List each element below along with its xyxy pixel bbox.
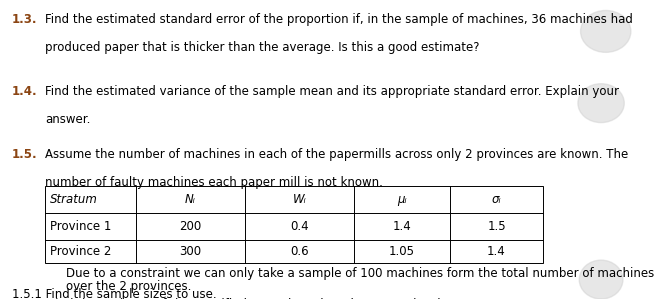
Text: 1.3.: 1.3. [12,13,38,26]
Ellipse shape [581,10,631,52]
Text: 1.5.: 1.5. [12,148,38,161]
Text: 1.5: 1.5 [487,220,506,233]
Text: 0.6: 0.6 [290,245,309,258]
Text: 1.4.: 1.4. [12,85,38,98]
Text: 1.4: 1.4 [393,220,412,233]
Text: Assume the number of machines in each of the papermills across only 2 provinces : Assume the number of machines in each of… [45,148,628,161]
Text: 1.5.2. Find the variance of the stratified mean based on the constraint that n: 1.5.2. Find the variance of the stratifi… [12,298,468,299]
Text: Due to a constraint we can only take a sample of 100 machines form the total num: Due to a constraint we can only take a s… [66,267,655,280]
Ellipse shape [579,260,623,299]
Text: 1.5.1 Find the sample sizes to use.: 1.5.1 Find the sample sizes to use. [12,288,216,299]
Bar [45,186,543,263]
Text: = 100.: = 100. [508,298,552,299]
Text: μᵢ: μᵢ [397,193,407,206]
Text: answer.: answer. [45,113,91,126]
Text: Province 2: Province 2 [50,245,112,258]
Text: Province 1: Province 1 [50,220,112,233]
Text: 200: 200 [179,220,201,233]
Text: 1.05: 1.05 [389,245,415,258]
Text: over the 2 provinces.: over the 2 provinces. [66,280,191,292]
Text: Nᵢ: Nᵢ [185,193,196,206]
Text: number of faulty machines each paper mill is not known.: number of faulty machines each paper mil… [45,176,383,188]
Text: Find the estimated variance of the sample mean and its appropriate standard erro: Find the estimated variance of the sampl… [45,85,619,98]
Text: Wᵢ: Wᵢ [293,193,307,206]
Text: 0.4: 0.4 [290,220,309,233]
Text: 300: 300 [179,245,201,258]
Text: + n: + n [476,298,500,299]
Text: produced paper that is thicker than the average. Is this a good estimate?: produced paper that is thicker than the … [45,41,479,54]
Ellipse shape [578,84,624,123]
Text: σᵢ: σᵢ [492,193,501,206]
Text: Stratum: Stratum [50,193,98,206]
Text: 1.4: 1.4 [487,245,506,258]
Text: Find the estimated standard error of the proportion if, in the sample of machine: Find the estimated standard error of the… [45,13,633,26]
